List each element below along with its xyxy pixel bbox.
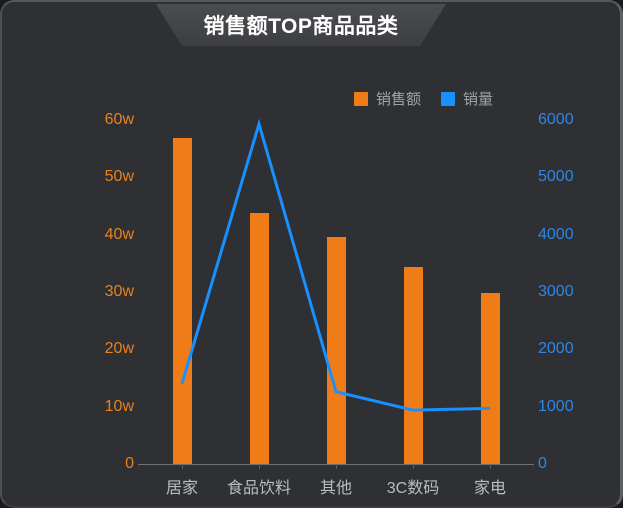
y-axis-left-labels: 0 10w 20w 30w 40w 50w 60w: [62, 2, 134, 506]
bar-家电[interactable]: [480, 293, 500, 464]
y-axis-right-tick-6: 6000: [538, 111, 574, 128]
y-axis-right-tick-3: 3000: [538, 283, 574, 300]
x-axis-label-家电: 家电: [473, 480, 507, 497]
y-axis-left-tick-5: 50w: [104, 168, 134, 186]
x-axis-tick-1: [259, 464, 260, 469]
chart-legend: 销售额 销量: [354, 88, 493, 109]
legend-swatch-orange-icon: [354, 91, 368, 106]
y-axis-left-tick-0: 0: [125, 455, 134, 472]
y-axis-left-tick-6: 60w: [104, 111, 134, 128]
x-axis-tick-4: [490, 464, 491, 469]
y-axis-right-tick-0: 0: [538, 455, 547, 472]
y-axis-left-tick-3: 30w: [104, 283, 134, 300]
legend-item-sales-volume[interactable]: 销量: [441, 88, 493, 109]
y-axis-left-tick-4: 40w: [104, 225, 134, 243]
x-axis-tick-3: [413, 464, 414, 469]
x-axis-tick-2: [336, 464, 337, 469]
x-axis-label-3C数码: 3C数码: [386, 480, 440, 497]
legend-label-sales-amount: 销售额: [376, 91, 422, 108]
page-title: 销售额TOP商品品类: [203, 15, 399, 38]
bar-3C数码[interactable]: [403, 266, 423, 464]
y-axis-right-labels: 0 1000 2000 3000 4000 5000 6000: [538, 2, 618, 506]
bar-食品饮料[interactable]: [249, 212, 269, 464]
legend-item-sales-amount[interactable]: 销售额: [354, 88, 421, 109]
title-banner: [156, 4, 446, 46]
y-axis-right-tick-4: 4000: [538, 225, 574, 243]
legend-label-sales-volume: 销量: [463, 91, 494, 108]
y-axis-left-tick-2: 20w: [104, 340, 134, 358]
y-axis-left-tick-1: 10w: [104, 397, 134, 415]
x-axis-label-食品饮料: 食品饮料: [226, 480, 292, 497]
y-axis-right-tick-2: 2000: [538, 340, 574, 358]
bar-居家[interactable]: [172, 137, 192, 464]
y-axis-right-tick-1: 1000: [538, 397, 574, 415]
x-axis-label-居家: 居家: [165, 480, 199, 497]
bar-其他[interactable]: [326, 236, 346, 464]
y-axis-right-tick-5: 5000: [538, 168, 574, 186]
x-axis-tick-0: [182, 464, 183, 469]
legend-swatch-blue-icon: [441, 91, 456, 106]
x-axis-label-其他: 其他: [319, 480, 353, 497]
